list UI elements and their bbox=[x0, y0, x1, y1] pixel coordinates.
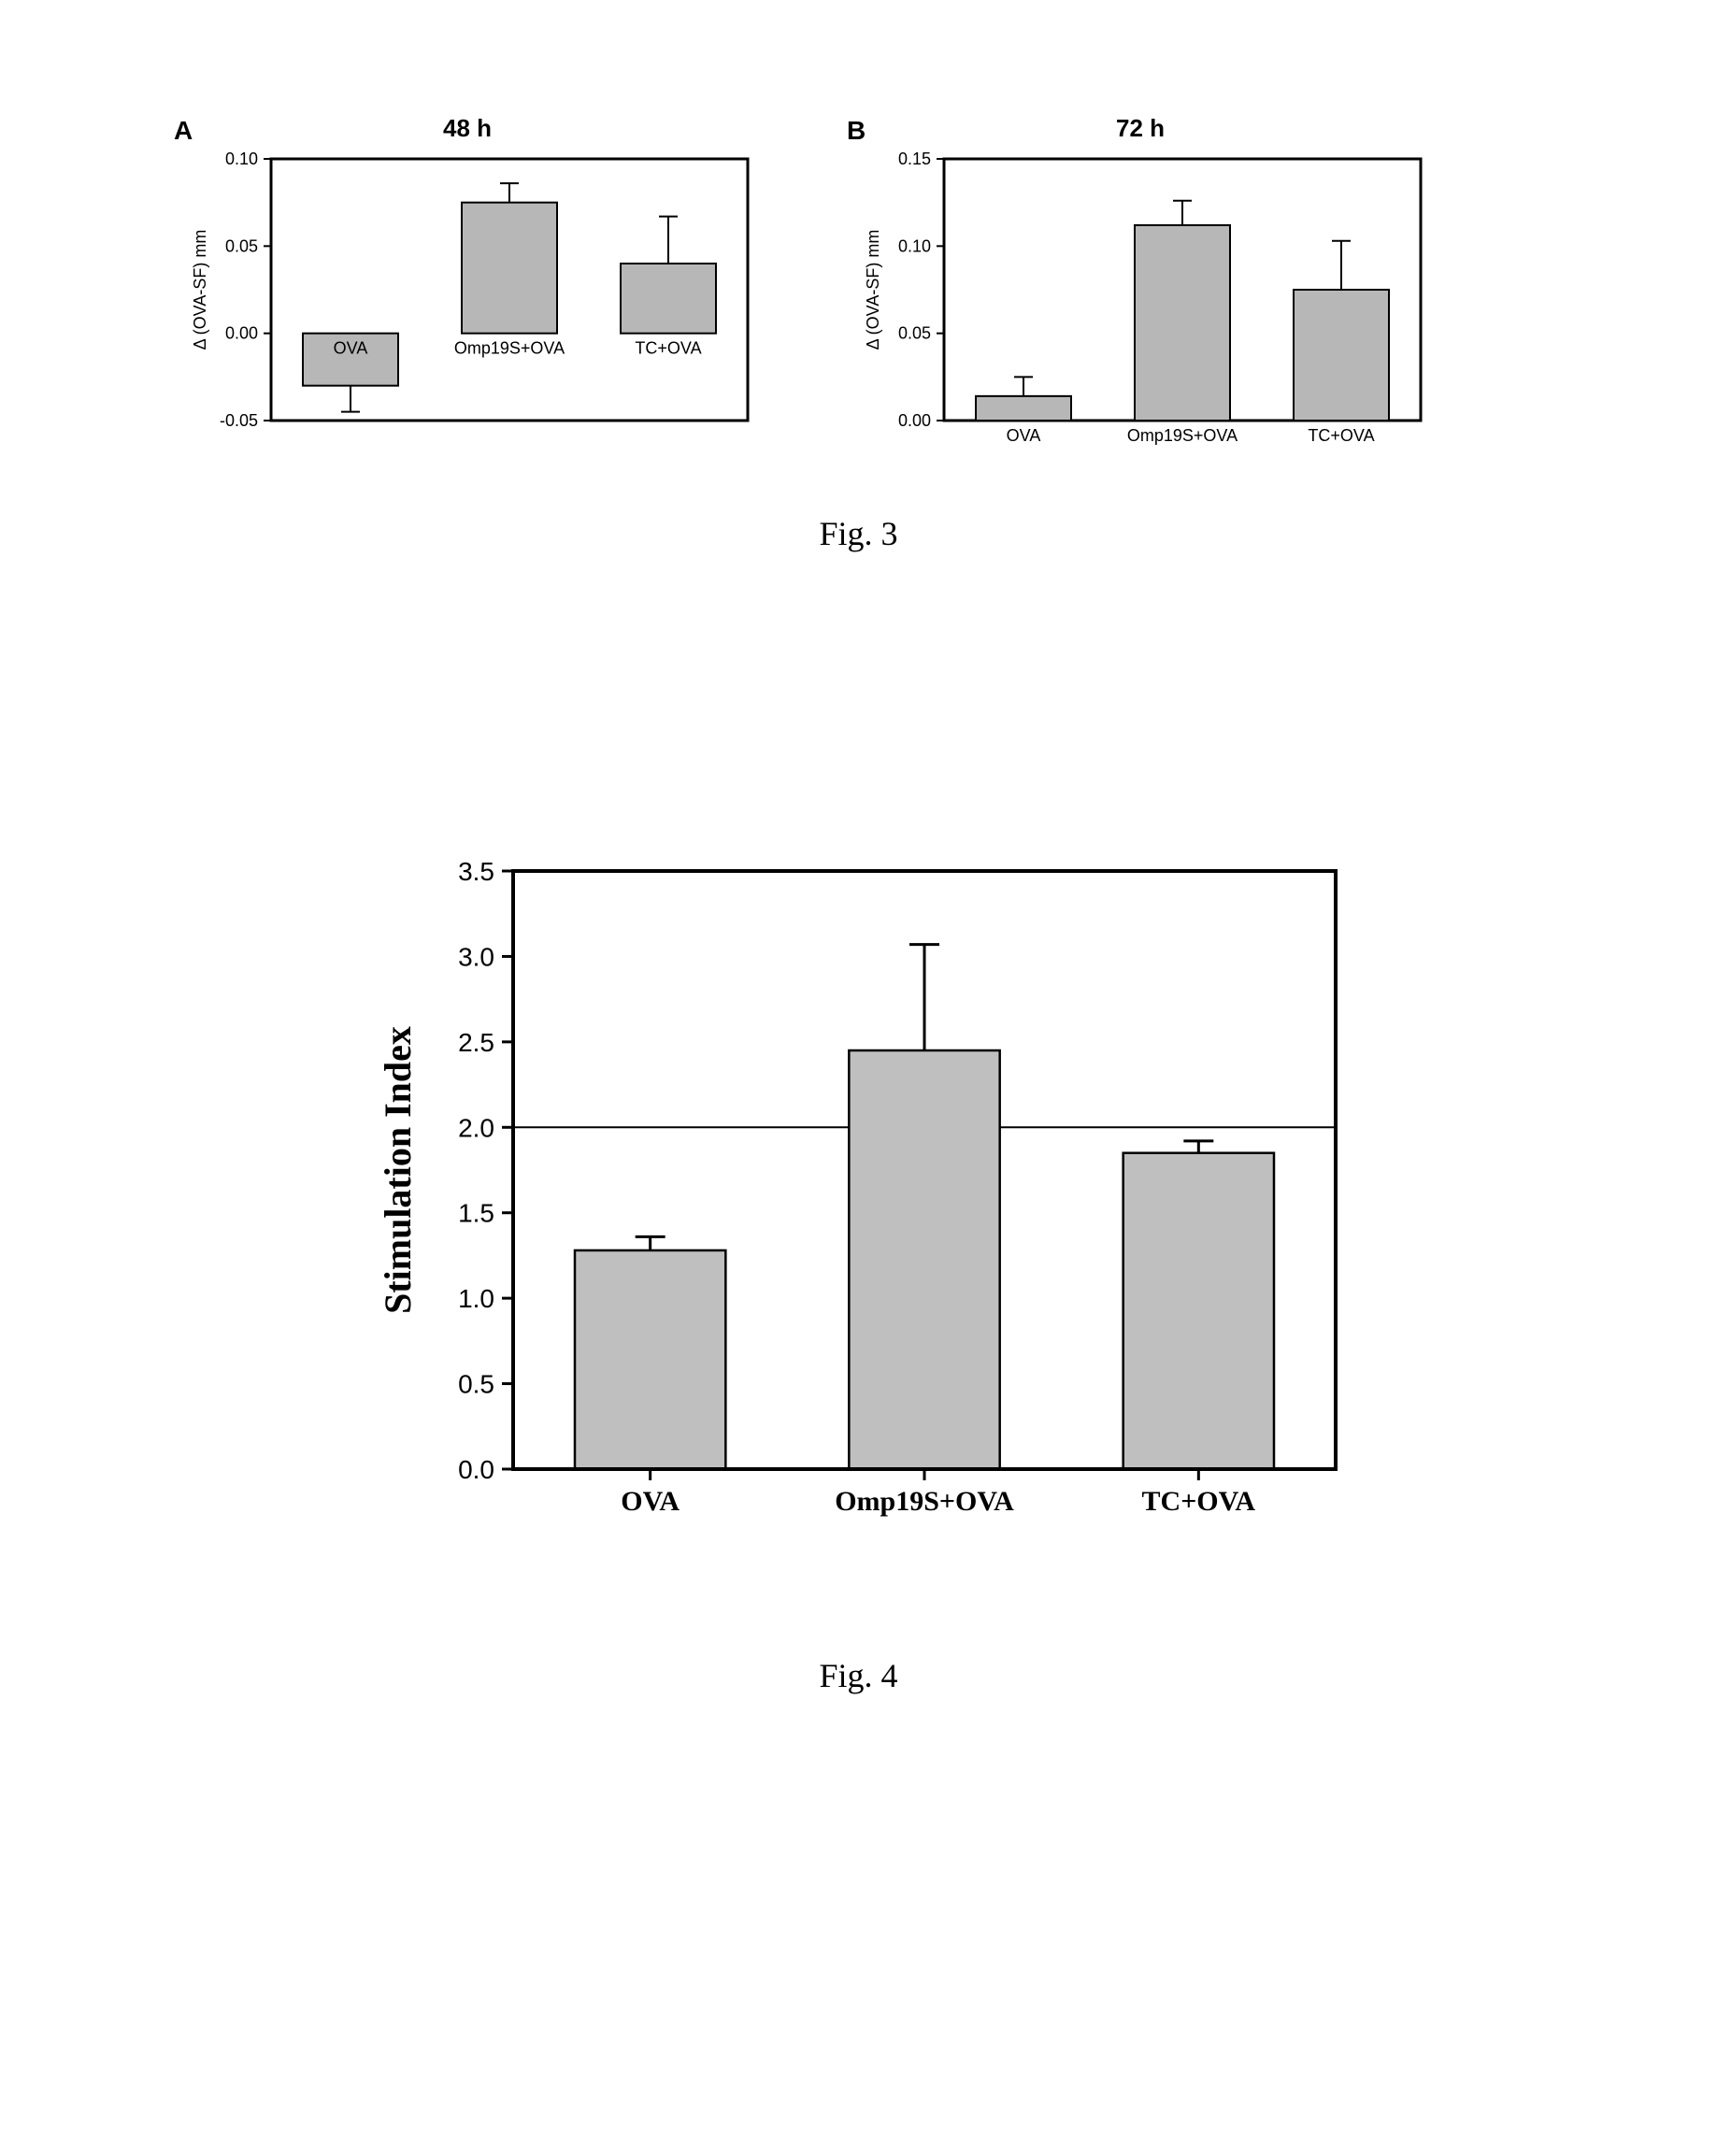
fig3-row: A 48 h -0.050.000.050.10Δ (OVA-SF) mmOVA… bbox=[168, 112, 1549, 467]
ytick-label: 0.10 bbox=[898, 236, 931, 255]
y-axis-label: Stimulation Index bbox=[377, 1026, 419, 1314]
panel-c: 0.0 0.5 1.0 1.5 2.0 2.5 3.0 3.5 Stimulation Inde… bbox=[354, 834, 1364, 1563]
category-label: Omp19S+OVA bbox=[835, 1486, 1014, 1517]
ytick-label: 1.0 bbox=[458, 1284, 494, 1313]
bar bbox=[1294, 290, 1389, 421]
ytick-label: 3.5 bbox=[458, 857, 494, 886]
panel-c-svg: 0.0 0.5 1.0 1.5 2.0 2.5 3.0 3.5 Stimulation Inde… bbox=[354, 834, 1364, 1563]
category-label: OVA bbox=[1007, 426, 1041, 445]
category-label: Omp19S+OVA bbox=[454, 339, 565, 358]
bar bbox=[1135, 225, 1230, 421]
category-label: TC+OVA bbox=[1141, 1486, 1255, 1517]
ytick-label: 0.00 bbox=[898, 411, 931, 430]
ytick-label: 2.0 bbox=[458, 1113, 494, 1142]
y-axis-label: Δ (OVA-SF) mm bbox=[191, 230, 209, 350]
panel-a-svg: -0.05 0.00 0.05 0.10 Δ (OVA-SF) mm OVA Omp19S+… bbox=[168, 112, 766, 467]
fig4-caption-text: Fig. 4 bbox=[819, 1657, 897, 1694]
category-label: OVA bbox=[334, 339, 368, 358]
ytick-label: 0.15 bbox=[898, 150, 931, 168]
ytick-label: 3.0 bbox=[458, 942, 494, 971]
panel-b-svg: 0.00 0.05 0.10 0.15 Δ (OVA-SF) mm OVA Omp19S+O… bbox=[841, 112, 1439, 467]
ytick-label: 0.05 bbox=[898, 324, 931, 343]
ytick-label: 2.5 bbox=[458, 1028, 494, 1057]
y-axis-label: Δ (OVA-SF) mm bbox=[864, 230, 882, 350]
category-label: Omp19S+OVA bbox=[1127, 426, 1238, 445]
bar bbox=[1123, 1153, 1273, 1469]
ytick-label: 0.05 bbox=[225, 236, 258, 255]
fig3-caption: Fig. 3 bbox=[168, 514, 1549, 553]
category-label: TC+OVA bbox=[1308, 426, 1374, 445]
bar bbox=[621, 264, 716, 334]
panel-b: B 72 h 0.000.050.100.15Δ (OVA-SF) mmOVAO… bbox=[841, 112, 1439, 467]
ytick-label: 0.5 bbox=[458, 1370, 494, 1399]
fig3-caption-text: Fig. 3 bbox=[819, 515, 897, 552]
bar bbox=[462, 203, 557, 334]
panel-a: A 48 h -0.050.000.050.10Δ (OVA-SF) mmOVA… bbox=[168, 112, 766, 467]
category-label: OVA bbox=[621, 1486, 680, 1517]
category-label: TC+OVA bbox=[635, 339, 701, 358]
panel-b-title: 72 h bbox=[841, 114, 1439, 143]
ytick-label: 0.00 bbox=[225, 324, 258, 343]
fig4-wrap: 0.0 0.5 1.0 1.5 2.0 2.5 3.0 3.5 Stimulation Inde… bbox=[168, 834, 1549, 1563]
ytick-label: 0.10 bbox=[225, 150, 258, 168]
bar bbox=[849, 1050, 999, 1469]
panel-a-title: 48 h bbox=[168, 114, 766, 143]
fig4-caption: Fig. 4 bbox=[168, 1656, 1549, 1695]
ytick-label: 1.5 bbox=[458, 1199, 494, 1228]
ytick-label: 0.0 bbox=[458, 1455, 494, 1484]
ytick-label: -0.05 bbox=[220, 411, 258, 430]
bar bbox=[575, 1250, 725, 1469]
bar bbox=[976, 396, 1071, 421]
